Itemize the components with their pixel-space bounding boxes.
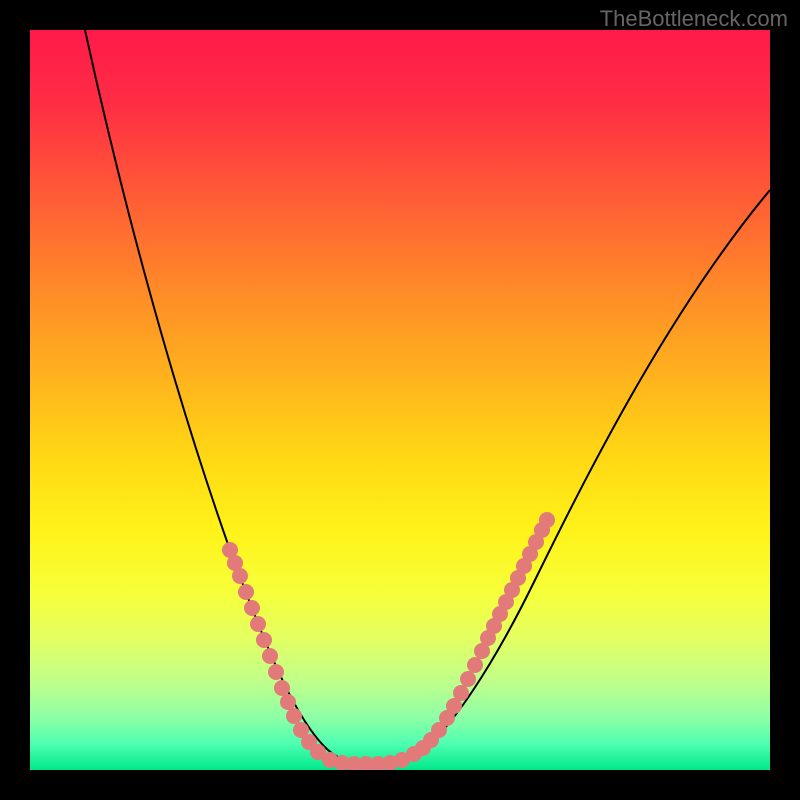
marker-dot — [460, 671, 476, 687]
marker-dot — [232, 568, 248, 584]
marker-group — [222, 512, 555, 770]
marker-dot — [280, 694, 296, 710]
marker-dot — [268, 664, 284, 680]
bottleneck-curve — [85, 30, 770, 764]
outer-frame: TheBottleneck.com — [0, 0, 800, 800]
marker-dot — [244, 600, 260, 616]
curve-layer — [30, 30, 770, 770]
marker-dot — [262, 648, 278, 664]
watermark-text: TheBottleneck.com — [600, 6, 788, 32]
marker-dot — [453, 685, 469, 701]
marker-dot — [256, 632, 272, 648]
marker-dot — [274, 680, 290, 696]
marker-dot — [250, 616, 266, 632]
marker-dot — [467, 657, 483, 673]
plot-area — [30, 30, 770, 770]
marker-dot — [286, 708, 302, 724]
marker-dot — [238, 584, 254, 600]
marker-dot — [539, 512, 555, 528]
